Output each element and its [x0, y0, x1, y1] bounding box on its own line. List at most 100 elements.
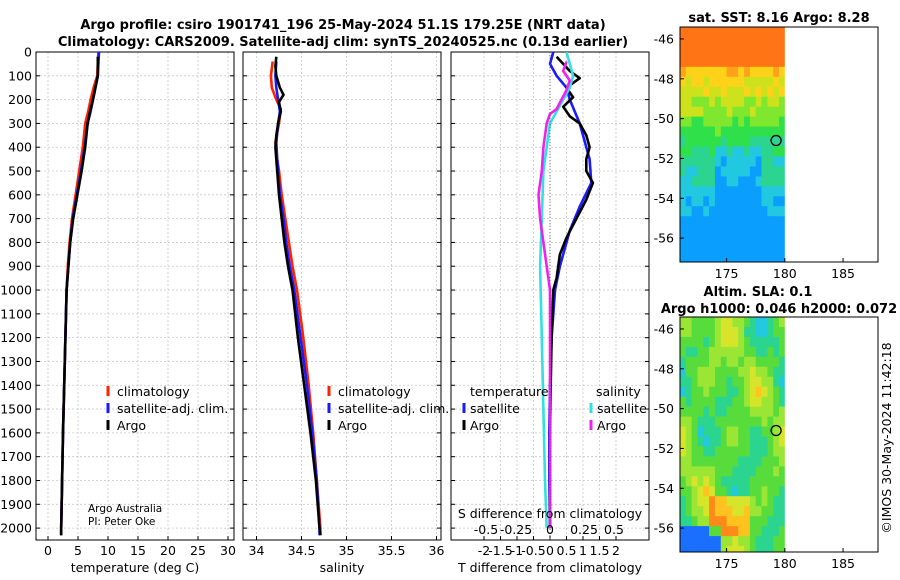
map-cell [732, 76, 739, 88]
map-cell [685, 226, 693, 237]
map-cell [767, 246, 774, 257]
map-cell [755, 466, 763, 477]
map-cell [726, 256, 733, 262]
map-cell [691, 436, 698, 448]
map-cell [738, 186, 745, 197]
map-cell [691, 506, 698, 517]
map-cell [685, 156, 693, 167]
map-cell [685, 216, 693, 227]
map-cell [732, 526, 739, 537]
map-cell [749, 396, 757, 408]
map-cell [691, 226, 698, 237]
map-cell [755, 246, 763, 257]
map-cell [680, 366, 687, 378]
map-cell [685, 96, 693, 108]
map-cell [697, 86, 704, 98]
map-cell [761, 406, 768, 418]
map-cell [732, 386, 739, 398]
map-cell [732, 406, 739, 418]
x-tick-label: 36 [429, 543, 445, 558]
map-cell [709, 546, 716, 552]
map-cell [779, 486, 786, 497]
map-cell [779, 176, 786, 187]
map-cell [767, 76, 774, 88]
map-cell [697, 546, 704, 552]
map-cell [680, 136, 687, 148]
map-cell [680, 336, 687, 348]
map-cell [703, 416, 710, 428]
map-cell [738, 166, 745, 177]
map-cell [755, 256, 763, 262]
map-cell [732, 56, 739, 68]
map-cell [755, 236, 763, 247]
map-cell [703, 106, 710, 118]
map-cell [697, 206, 704, 217]
legend-label: satellite [597, 401, 647, 416]
map-cell [697, 486, 704, 497]
map-cell [749, 136, 757, 148]
map-cell [680, 216, 687, 227]
map-cell [738, 86, 745, 98]
map-cell [773, 536, 780, 547]
map-cell [709, 136, 716, 148]
map-cell [720, 456, 728, 467]
map-cell [726, 476, 733, 487]
map-cell [697, 536, 704, 547]
map-cell [714, 317, 722, 328]
map-cell [773, 466, 780, 477]
y-tick-label: 1100 [0, 306, 32, 321]
map-cell [680, 186, 687, 197]
map-cell [720, 526, 728, 537]
map-cell [714, 226, 722, 237]
map-cell [767, 496, 774, 507]
map-cell [732, 446, 739, 457]
x-tick-label-secondary: -0.25 [500, 522, 532, 537]
map-cell [691, 156, 698, 167]
map-cell [720, 86, 728, 98]
map-cell [726, 366, 733, 378]
map-cell [703, 406, 710, 418]
map-cell [749, 526, 757, 537]
map-cell [773, 406, 780, 418]
map-cell [680, 356, 687, 368]
map-cell [714, 106, 722, 118]
map-cell [680, 317, 687, 328]
map-cell [749, 196, 757, 207]
map-cell [726, 346, 733, 358]
map-cell [709, 86, 716, 98]
map-cell [732, 366, 739, 378]
map-cell [755, 106, 763, 118]
map-cell [744, 436, 751, 448]
map-cell [709, 446, 716, 457]
map-cell [685, 186, 693, 197]
map-cell [767, 416, 774, 428]
map-cell [767, 486, 774, 497]
map-cell [714, 246, 722, 257]
map-cell [703, 317, 710, 328]
legend-label: Argo [117, 418, 146, 433]
map-cell [755, 356, 763, 368]
map-cell [779, 186, 786, 197]
map-cell [773, 116, 780, 128]
map-cell [773, 416, 780, 428]
map-cell [749, 226, 757, 237]
map-cell [749, 366, 757, 378]
map-cell [738, 376, 745, 388]
map-cell [755, 456, 763, 467]
map-cell [680, 96, 687, 108]
map-cell [726, 156, 733, 167]
map-cell [709, 156, 716, 167]
map-cell [709, 146, 716, 158]
map-cell [714, 236, 722, 247]
map-cell [744, 246, 751, 257]
map-cell [709, 66, 716, 78]
map-cell [767, 37, 774, 48]
map-cell [749, 356, 757, 368]
map-cell [697, 516, 704, 527]
map-cell [738, 56, 745, 68]
map-cell [779, 506, 786, 517]
map-cell [720, 396, 728, 408]
map-cell [749, 106, 757, 118]
map-cell [703, 336, 710, 348]
map-cell [691, 356, 698, 368]
